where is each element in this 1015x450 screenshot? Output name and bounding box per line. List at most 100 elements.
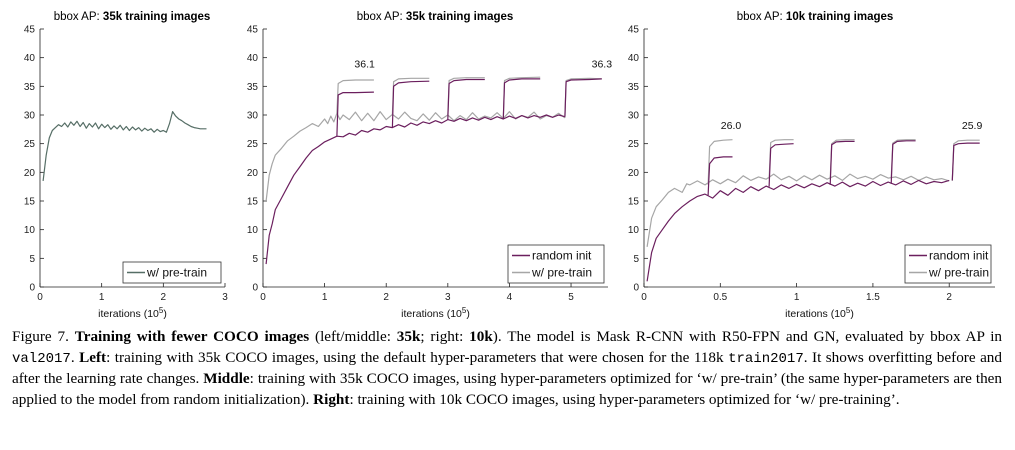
legend-box	[122, 261, 222, 284]
chart-svg: bbox AP: 35k training images051015202530…	[247, 11, 613, 320]
value-annotation: 36.1	[354, 58, 375, 70]
chart-title-bold: 35k training images	[406, 11, 513, 23]
x-tick-label: 5	[568, 292, 574, 303]
chart-left: bbox AP: 35k training images 0 5 10 15 20 25 30…	[24, 11, 228, 320]
y-tick-label: 10	[247, 225, 259, 236]
y-tick-label: 45	[628, 25, 640, 36]
chart-middle: bbox AP: 35k training images 0 5 10 15 20 25 30…	[247, 11, 613, 320]
figure-label: Figure 7.	[12, 328, 69, 345]
series-line-w-pretrain	[768, 139, 794, 180]
series-line-random-init	[951, 142, 980, 181]
chart-svg: bbox AP: 35k training images 0 5 10 15 20 25 30…	[24, 11, 228, 320]
caption-bold: Right	[313, 390, 350, 408]
y-tick-label: 45	[247, 25, 259, 36]
legend-label: random init	[929, 249, 989, 263]
series-line-random-init	[564, 78, 602, 117]
y-tick-label: 40	[24, 53, 36, 64]
y-tick-label: 20	[628, 168, 640, 179]
series-line-w-pretrain	[265, 111, 566, 202]
series-line-random-init	[890, 140, 916, 184]
series-line-w-pretrain	[646, 173, 950, 247]
x-tick-label: 3	[222, 292, 228, 303]
value-annotation: 26.0	[721, 120, 742, 132]
series-line-random-init	[502, 78, 541, 120]
x-tick-label: 0	[641, 292, 647, 303]
series-line-random-init	[336, 91, 374, 137]
caption-text: ; right:	[420, 328, 470, 345]
y-tick-label: 25	[247, 139, 259, 150]
series-line-w-pretrain	[707, 139, 733, 185]
x-tick-label: 3	[445, 292, 451, 303]
y-tick-label: 5	[252, 254, 258, 265]
y-tick-label: 5	[29, 254, 35, 265]
chart-title: bbox AP: 35k training images	[54, 11, 211, 23]
caption-text: : training with 10k COCO images, using h…	[349, 390, 900, 408]
y-tick-label: 0	[252, 283, 258, 294]
series-line-random-init	[265, 114, 566, 265]
caption-text: (left/middle:	[309, 328, 397, 345]
x-tick-label: 0.5	[713, 292, 727, 303]
x-tick-label: 1	[794, 292, 800, 303]
y-tick-label: 0	[633, 283, 639, 294]
chart-title-prefix: bbox AP:	[54, 11, 103, 23]
caption-text: . It shows overfitting before and after …	[12, 348, 1002, 388]
y-tick-label: 30	[24, 111, 36, 122]
y-tick-label: 0	[29, 283, 35, 294]
legend-label: w/ pre-train	[531, 266, 592, 280]
chart-title-prefix: bbox AP:	[357, 11, 406, 23]
y-tick-label: 25	[628, 139, 640, 150]
caption-text: ). The model is Mask R-CNN with R50-FPN …	[492, 328, 1003, 345]
series-line-w-pretrain	[951, 139, 980, 181]
caption-code: train2017	[728, 350, 804, 367]
caption-title: Training with fewer COCO images	[74, 328, 310, 345]
y-tick-label: 15	[247, 197, 259, 208]
caption-code: val2017	[12, 350, 71, 367]
y-tick-label: 25	[24, 139, 36, 150]
series-line-random-init	[447, 78, 485, 120]
series-line-w-pretrain	[829, 139, 855, 180]
y-tick-label: 10	[628, 225, 640, 236]
legend-label: w/ pre-train	[146, 266, 207, 280]
y-tick-label: 35	[24, 82, 36, 93]
x-tick-label: 2	[161, 292, 167, 303]
x-tick-label: 1	[99, 292, 105, 303]
x-axis-label: iterations (105)	[98, 306, 167, 320]
value-annotation: 25.9	[962, 120, 983, 132]
caption-bold: Left	[79, 348, 107, 366]
y-tick-label: 5	[633, 254, 639, 265]
y-tick-label: 20	[247, 168, 259, 179]
series-line-random-init	[646, 179, 950, 282]
series-line-random-init	[707, 156, 733, 196]
y-tick-label: 40	[628, 53, 640, 64]
y-tick-label: 45	[24, 25, 36, 36]
figure-caption: Figure 7. Training with fewer COCO image…	[12, 327, 1002, 410]
y-tick-label: 35	[628, 82, 640, 93]
series-line-w-pretrain_left	[42, 111, 207, 181]
x-tick-label: 1.5	[866, 292, 880, 303]
value-annotation: 36.3	[592, 58, 613, 70]
x-axis-label: iterations (105)	[785, 306, 854, 320]
series-line-random-init	[391, 80, 430, 128]
series-line-random-init	[829, 140, 855, 185]
y-tick-label: 35	[247, 82, 259, 93]
y-tick-label: 30	[628, 111, 640, 122]
x-tick-label: 1	[322, 292, 328, 303]
series-line-w-pretrain	[890, 139, 916, 179]
y-tick-label: 30	[247, 111, 259, 122]
caption-text: .	[70, 348, 80, 366]
legend-box	[507, 244, 605, 284]
x-tick-label: 2	[383, 292, 389, 303]
y-tick-label: 10	[24, 225, 36, 236]
x-tick-label: 4	[507, 292, 513, 303]
x-tick-label: 2	[946, 292, 952, 303]
chart-title-prefix: bbox AP:	[737, 11, 786, 23]
y-tick-label: 15	[24, 197, 36, 208]
caption-bold: 35k	[396, 328, 421, 345]
chart-svg: bbox AP: 10k training images051015202530…	[628, 11, 995, 320]
y-tick-label: 20	[24, 168, 36, 179]
series-line-random-init	[768, 143, 794, 187]
chart-right: bbox AP: 10k training images 0 5 10 15 20 25 30…	[628, 11, 995, 320]
chart-title-bold: 35k training images	[103, 11, 210, 23]
y-tick-label: 15	[628, 197, 640, 208]
legend-box	[904, 244, 992, 284]
